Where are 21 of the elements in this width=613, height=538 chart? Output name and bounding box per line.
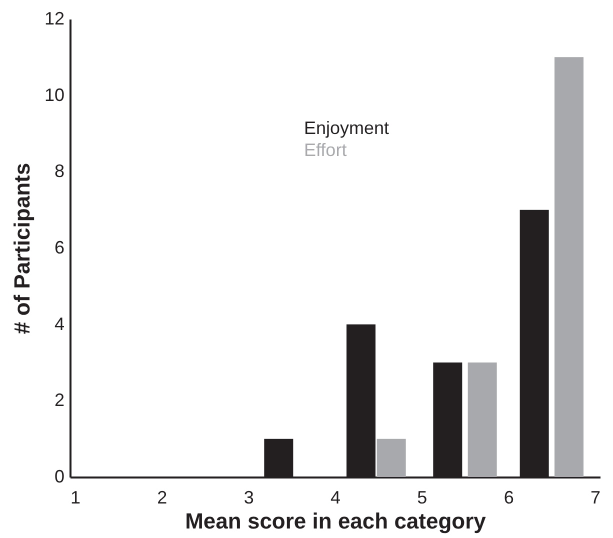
text: Enjoyment [304, 118, 390, 138]
y-tick-label: 8 [54, 161, 64, 182]
x-tick-label: 6 [504, 488, 514, 508]
y-axis-title: # of Participants [9, 162, 34, 334]
x-tick-label: 4 [330, 488, 341, 508]
bar [554, 57, 584, 477]
x-tick-label: 3 [244, 488, 254, 508]
bar [376, 438, 406, 477]
bar [468, 362, 497, 477]
x-tick-label: 5 [417, 488, 428, 508]
x-axis-title: Mean score in each category [185, 508, 487, 534]
y-tick-label: 0 [54, 466, 64, 486]
y-tick-label: 6 [54, 238, 64, 258]
y-tick-label: 4 [54, 314, 64, 334]
x-tick-label: 1 [70, 488, 81, 508]
text: Effort [304, 140, 347, 160]
x-tick-label: 7 [590, 488, 601, 508]
y-tick-label: 2 [54, 390, 64, 410]
y-tick-label: 12 [44, 8, 64, 28]
x-tick-label: 2 [157, 488, 168, 508]
y-tick-label: 10 [44, 84, 64, 105]
